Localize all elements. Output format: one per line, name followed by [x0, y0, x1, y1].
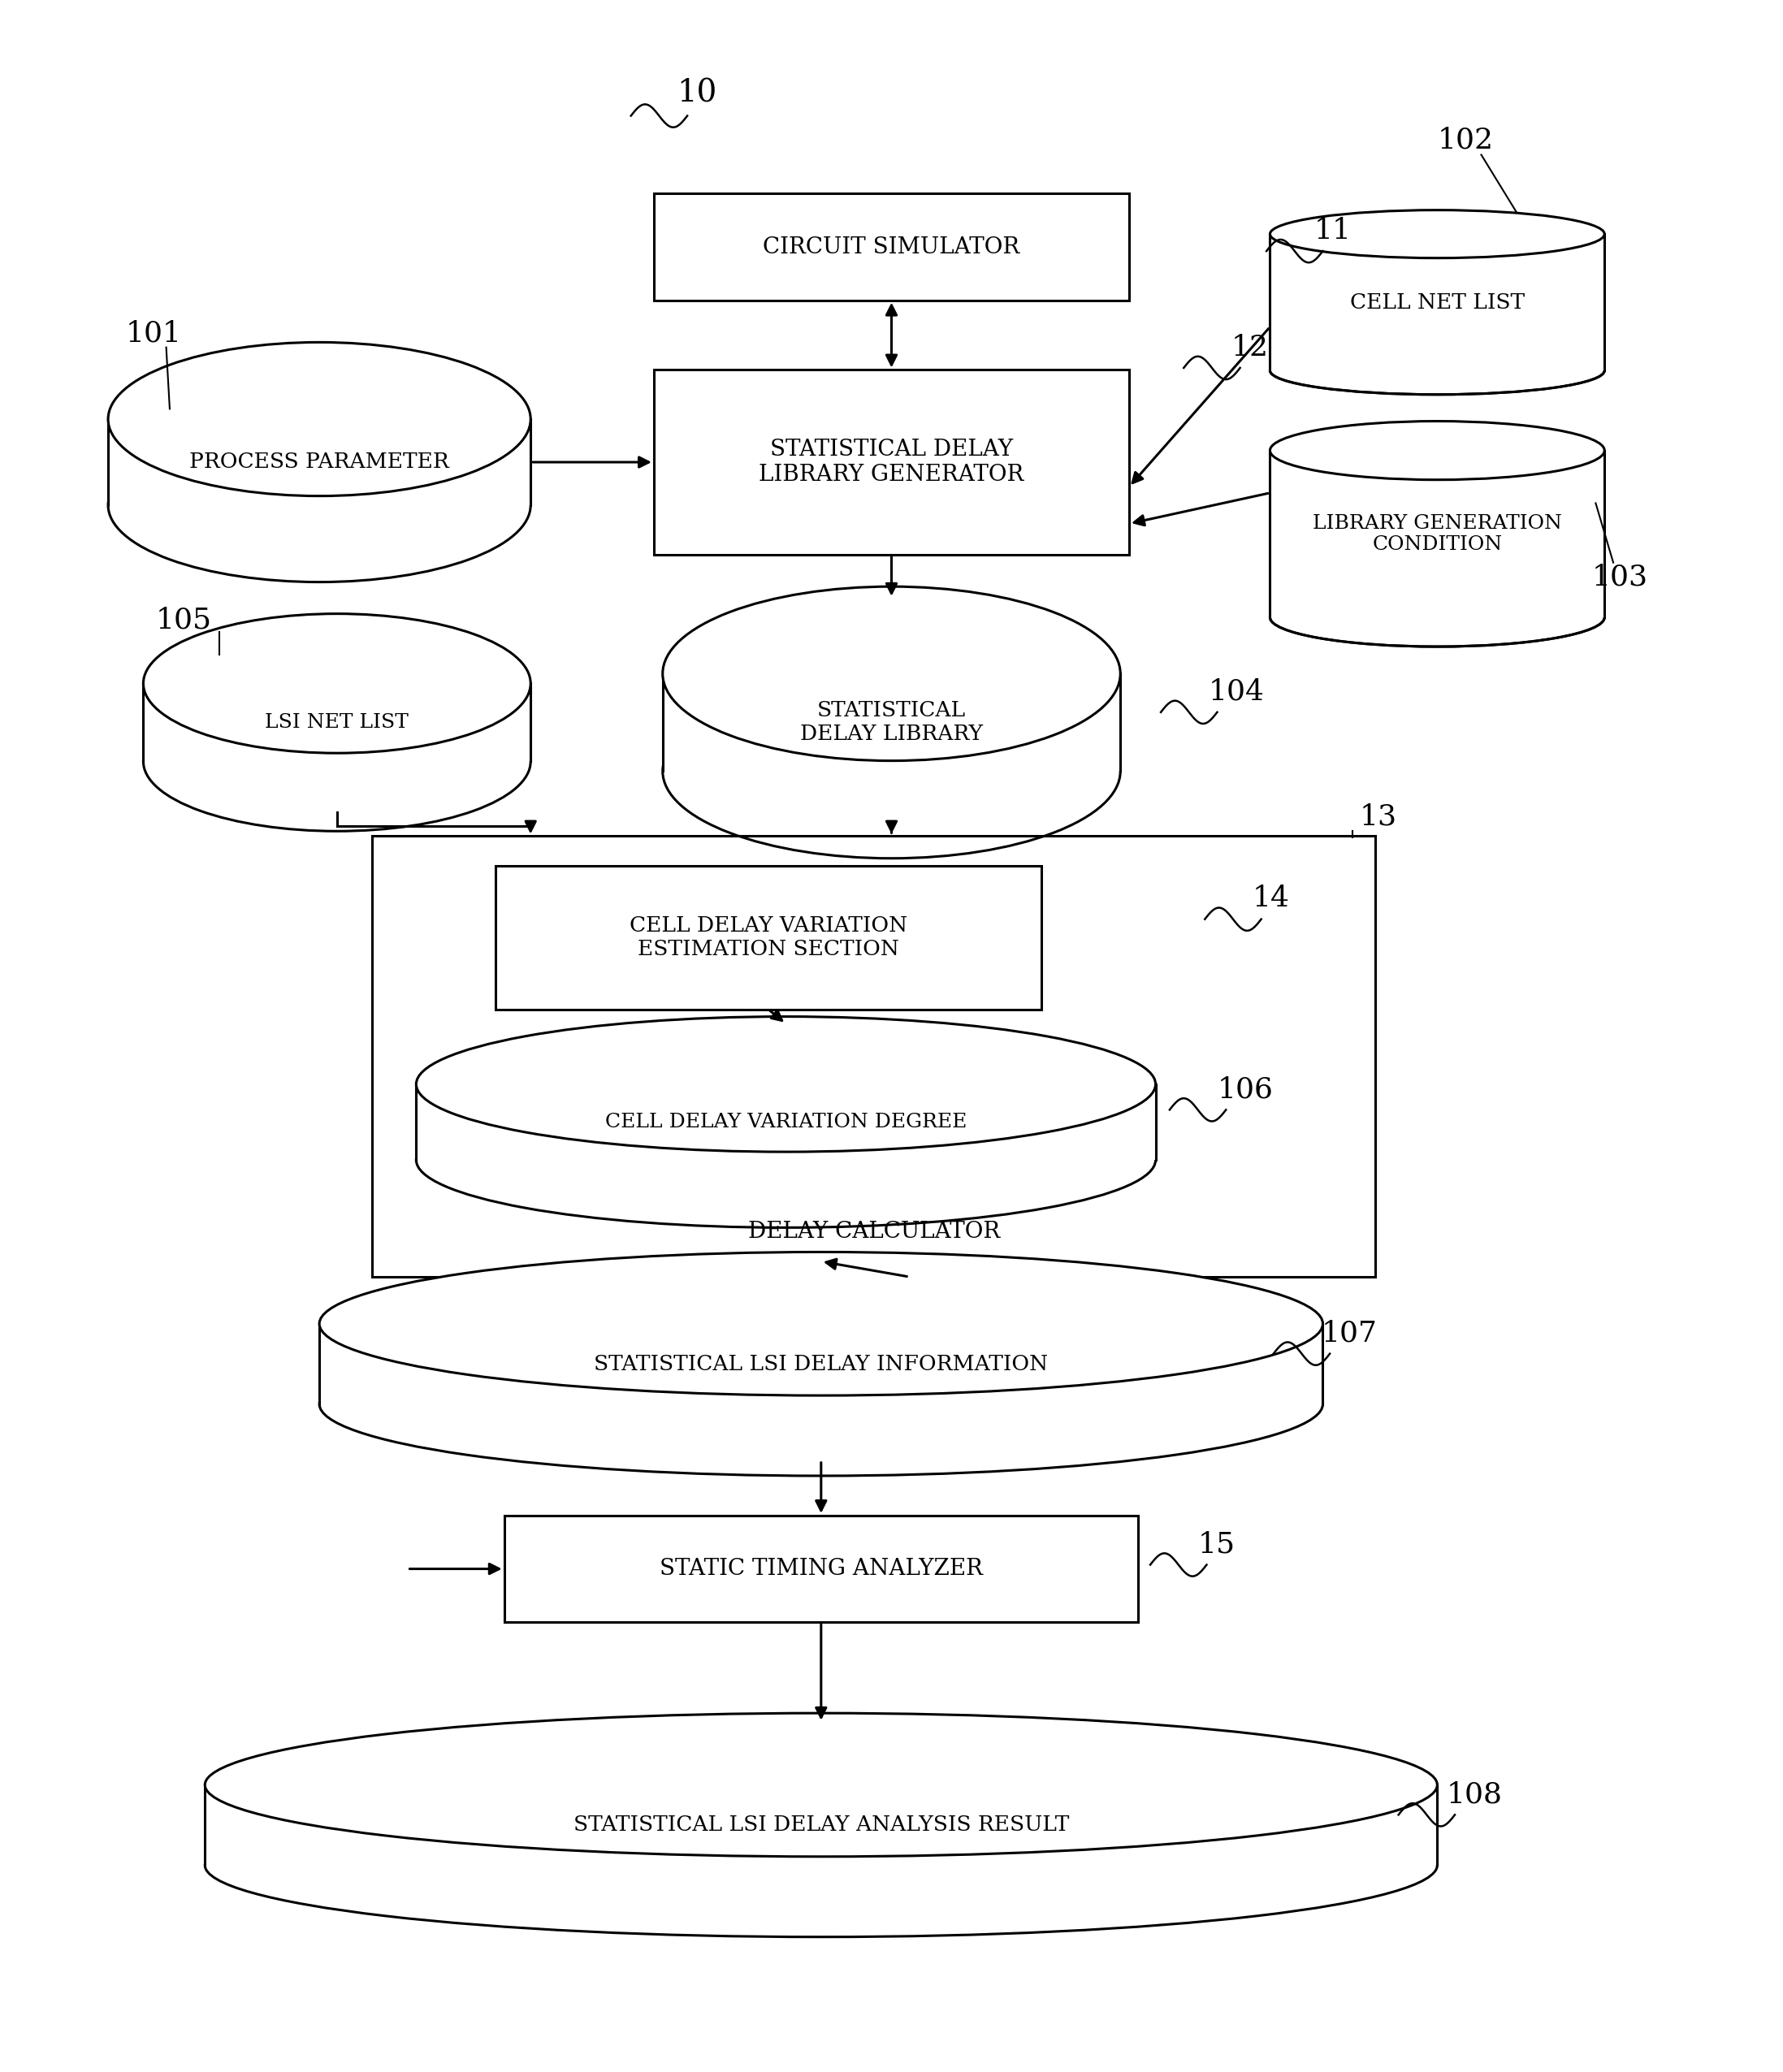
Bar	[373, 837, 1376, 1276]
Ellipse shape	[1269, 421, 1605, 481]
Text: 101: 101	[127, 319, 182, 346]
Text: PROCESS PARAMETER: PROCESS PARAMETER	[189, 452, 449, 472]
Bar	[1269, 234, 1605, 371]
Bar	[654, 371, 1129, 555]
Text: CIRCUIT SIMULATOR: CIRCUIT SIMULATOR	[763, 236, 1020, 257]
Text: 108: 108	[1446, 1780, 1501, 1809]
Text: 15: 15	[1198, 1531, 1236, 1558]
Ellipse shape	[1269, 346, 1605, 394]
Ellipse shape	[143, 613, 531, 752]
Bar	[496, 866, 1041, 1009]
Text: LSI NET LIST: LSI NET LIST	[266, 713, 408, 731]
Text: STATIC TIMING ANALYZER: STATIC TIMING ANALYZER	[660, 1558, 982, 1579]
Bar	[109, 419, 531, 506]
Text: LIBRARY GENERATION
CONDITION: LIBRARY GENERATION CONDITION	[1312, 514, 1562, 553]
Text: 107: 107	[1321, 1320, 1376, 1347]
Text: 13: 13	[1360, 804, 1398, 831]
Ellipse shape	[1269, 209, 1605, 259]
Text: 102: 102	[1437, 126, 1494, 153]
Text: STATISTICAL
DELAY LIBRARY: STATISTICAL DELAY LIBRARY	[801, 700, 982, 744]
Text: CELL DELAY VARIATION
ESTIMATION SECTION: CELL DELAY VARIATION ESTIMATION SECTION	[629, 916, 908, 959]
Bar	[505, 1515, 1138, 1622]
Text: 104: 104	[1209, 678, 1264, 704]
Text: 103: 103	[1592, 564, 1647, 591]
Bar	[205, 1784, 1437, 1865]
Ellipse shape	[205, 1714, 1437, 1857]
Text: STATISTICAL DELAY
LIBRARY GENERATOR: STATISTICAL DELAY LIBRARY GENERATOR	[760, 439, 1023, 485]
Bar	[1269, 450, 1605, 617]
Text: STATISTICAL LSI DELAY ANALYSIS RESULT: STATISTICAL LSI DELAY ANALYSIS RESULT	[572, 1815, 1070, 1836]
Ellipse shape	[109, 342, 531, 495]
Bar	[663, 673, 1120, 771]
Text: 14: 14	[1252, 885, 1289, 912]
Text: 12: 12	[1232, 334, 1269, 361]
Ellipse shape	[1269, 588, 1605, 646]
Text: CELL DELAY VARIATION DEGREE: CELL DELAY VARIATION DEGREE	[604, 1113, 966, 1131]
Text: DELAY CALCULATOR: DELAY CALCULATOR	[747, 1220, 1000, 1243]
Bar	[319, 1324, 1323, 1405]
Text: 10: 10	[678, 79, 717, 108]
Text: 11: 11	[1314, 218, 1352, 244]
Text: STATISTICAL LSI DELAY INFORMATION: STATISTICAL LSI DELAY INFORMATION	[594, 1353, 1048, 1374]
Ellipse shape	[663, 586, 1120, 760]
Text: CELL NET LIST: CELL NET LIST	[1350, 292, 1524, 313]
Text: 105: 105	[155, 607, 212, 634]
Text: 106: 106	[1218, 1075, 1273, 1102]
Ellipse shape	[319, 1251, 1323, 1394]
Bar	[143, 684, 531, 760]
Bar	[654, 193, 1129, 300]
Ellipse shape	[415, 1017, 1155, 1152]
Bar	[415, 1084, 1155, 1160]
